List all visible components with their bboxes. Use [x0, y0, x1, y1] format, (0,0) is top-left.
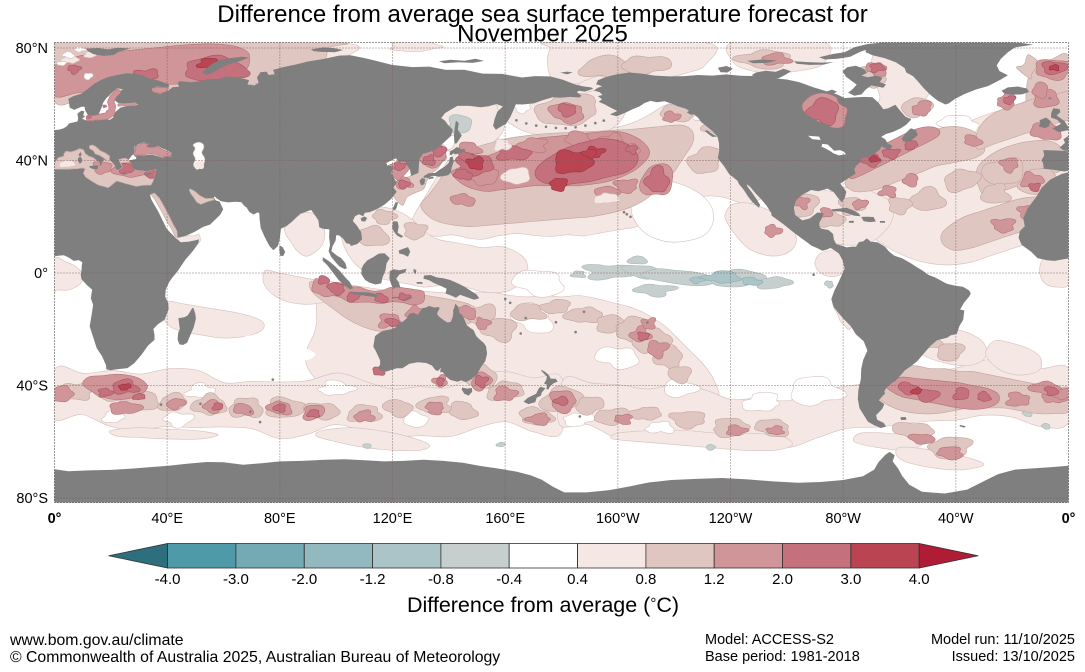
svg-text:160°W: 160°W	[596, 511, 640, 527]
svg-text:120°E: 120°E	[373, 511, 413, 527]
svg-text:80°N: 80°N	[16, 41, 48, 57]
svg-text:-1.2: -1.2	[360, 571, 386, 588]
svg-text:160°E: 160°E	[485, 511, 525, 527]
svg-text:2.0: 2.0	[772, 571, 793, 588]
svg-text:-4.0: -4.0	[155, 571, 181, 588]
svg-text:November 2025: November 2025	[457, 21, 628, 48]
svg-text:0°: 0°	[48, 511, 62, 527]
svg-text:3.0: 3.0	[840, 571, 861, 588]
svg-text:Base period: 1981-2018: Base period: 1981-2018	[705, 649, 860, 665]
svg-text:40°S: 40°S	[16, 379, 48, 395]
svg-text:0.4: 0.4	[567, 571, 588, 588]
svg-text:40°E: 40°E	[151, 511, 183, 527]
svg-text:-3.0: -3.0	[223, 571, 249, 588]
svg-text:120°W: 120°W	[709, 511, 753, 527]
svg-text:Difference from average (°C): Difference from average (°C)	[407, 593, 679, 617]
svg-text:80°S: 80°S	[16, 491, 48, 507]
svg-text:4.0: 4.0	[909, 571, 930, 588]
svg-text:www.bom.gov.au/climate: www.bom.gov.au/climate	[9, 632, 184, 649]
svg-text:© Commonwealth of Australia 20: © Commonwealth of Australia 2025, Austra…	[10, 649, 500, 666]
svg-text:80°E: 80°E	[264, 511, 296, 527]
svg-text:-2.0: -2.0	[291, 571, 317, 588]
svg-text:-0.8: -0.8	[428, 571, 454, 588]
svg-text:0.8: 0.8	[635, 571, 656, 588]
svg-text:Issued: 13/10/2025: Issued: 13/10/2025	[952, 649, 1075, 665]
svg-text:Model: ACCESS-S2: Model: ACCESS-S2	[705, 632, 834, 648]
svg-text:1.2: 1.2	[704, 571, 725, 588]
svg-text:0°: 0°	[34, 266, 48, 282]
svg-text:40°N: 40°N	[16, 154, 48, 170]
svg-text:-0.4: -0.4	[496, 571, 522, 588]
svg-text:80°W: 80°W	[825, 511, 861, 527]
svg-text:Difference from average sea su: Difference from average sea surface temp…	[217, 1, 868, 28]
svg-text:Model run: 11/10/2025: Model run: 11/10/2025	[931, 632, 1075, 648]
svg-text:40°W: 40°W	[938, 511, 974, 527]
svg-text:0°: 0°	[1062, 511, 1076, 527]
